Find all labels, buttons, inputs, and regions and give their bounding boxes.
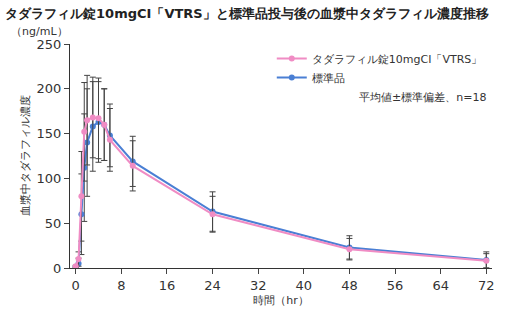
svg-text:時間（hr）: 時間（hr）	[253, 294, 309, 307]
svg-text:血漿中タダラフィル濃度: 血漿中タダラフィル濃度	[19, 95, 32, 216]
svg-text:0: 0	[72, 278, 80, 293]
svg-text:タダラフィル錠10mgCI「VTRS」と標準品投与後の血漿中: タダラフィル錠10mgCI「VTRS」と標準品投与後の血漿中タダラフィル濃度推移	[5, 6, 489, 21]
svg-text:48: 48	[341, 278, 358, 293]
svg-text:100: 100	[37, 171, 62, 186]
svg-text:50: 50	[45, 216, 62, 231]
svg-text:150: 150	[37, 126, 62, 141]
svg-text:タダラフィル錠10mgCI「VTRS」: タダラフィル錠10mgCI「VTRS」	[312, 53, 483, 66]
svg-text:56: 56	[387, 278, 404, 293]
svg-text:（ng/mL）: （ng/mL）	[11, 25, 68, 38]
svg-text:72: 72	[478, 278, 495, 293]
svg-text:200: 200	[37, 81, 62, 96]
svg-text:8: 8	[117, 278, 125, 293]
svg-text:平均値±標準偏差、n=18: 平均値±標準偏差、n=18	[359, 91, 486, 104]
svg-text:0: 0	[53, 261, 61, 276]
svg-text:32: 32	[250, 278, 267, 293]
svg-text:標準品: 標準品	[312, 72, 345, 85]
svg-text:24: 24	[204, 278, 221, 293]
svg-text:16: 16	[159, 278, 176, 293]
svg-text:64: 64	[432, 278, 449, 293]
svg-text:40: 40	[296, 278, 313, 293]
svg-text:250: 250	[37, 37, 62, 52]
